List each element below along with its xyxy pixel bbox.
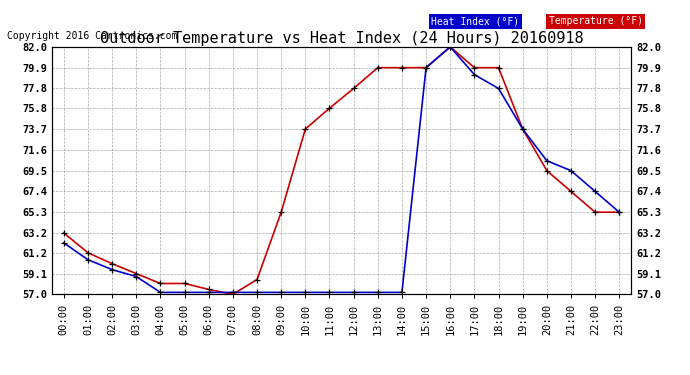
Title: Outdoor Temperature vs Heat Index (24 Hours) 20160918: Outdoor Temperature vs Heat Index (24 Ho… xyxy=(100,31,583,46)
Text: Heat Index (°F): Heat Index (°F) xyxy=(431,16,520,26)
Text: Temperature (°F): Temperature (°F) xyxy=(549,16,642,26)
Text: Copyright 2016 Cartronics.com: Copyright 2016 Cartronics.com xyxy=(7,32,177,41)
